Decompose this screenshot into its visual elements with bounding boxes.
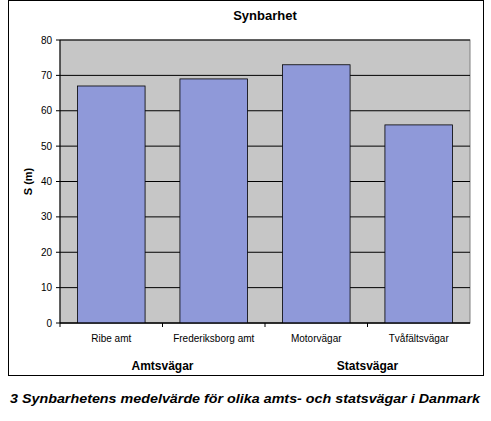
chart-frame (9, 1, 484, 376)
bar (180, 79, 248, 323)
chart: 0 10 20 30 40 50 60 70 80 Ribe amt Frederiksborg a… (0, 0, 491, 421)
grid-line (60, 40, 470, 41)
category-label: Motorvägar (291, 333, 342, 344)
tick-mark (56, 110, 60, 111)
tick-label: 50 (41, 141, 53, 152)
plot-area (60, 40, 470, 323)
tick-mark (56, 40, 60, 41)
group-label: Statsvägar (337, 359, 399, 373)
category-tick (265, 323, 266, 327)
bar (385, 125, 453, 323)
category-tick (367, 323, 368, 327)
y-axis-label: S (m) (22, 167, 34, 195)
title: Synbarhet (233, 8, 297, 23)
tick-label: 10 (41, 282, 53, 293)
tick-label: 0 (46, 318, 52, 329)
tick-label: 30 (41, 211, 53, 222)
tick-label: 20 (41, 247, 53, 258)
bars (77, 65, 452, 323)
tick-label: 80 (41, 35, 53, 46)
tick-mark (56, 181, 60, 182)
tick-mark (56, 75, 60, 76)
category-tick (162, 323, 163, 327)
bar (282, 65, 350, 323)
y-axis (60, 40, 61, 323)
group-label: Amtsvägar (131, 359, 193, 373)
tick-mark (56, 323, 60, 324)
category-tick (60, 323, 61, 327)
tick-mark (56, 146, 60, 147)
category-label: Ribe amt (91, 333, 131, 344)
category-label: Tvåfältsvägar (389, 333, 450, 344)
caption: 3 Synbarhetens medelvärde för olika amts… (10, 392, 482, 406)
grid-line (60, 75, 470, 76)
tick-label: 70 (41, 70, 53, 81)
tick-mark (56, 252, 60, 253)
tick-mark (56, 216, 60, 217)
tick-label: 40 (41, 176, 53, 187)
tick-mark (56, 287, 60, 288)
bar (77, 86, 145, 323)
tick-label: 60 (41, 105, 53, 116)
category-label: Frederiksborg amt (173, 333, 254, 344)
